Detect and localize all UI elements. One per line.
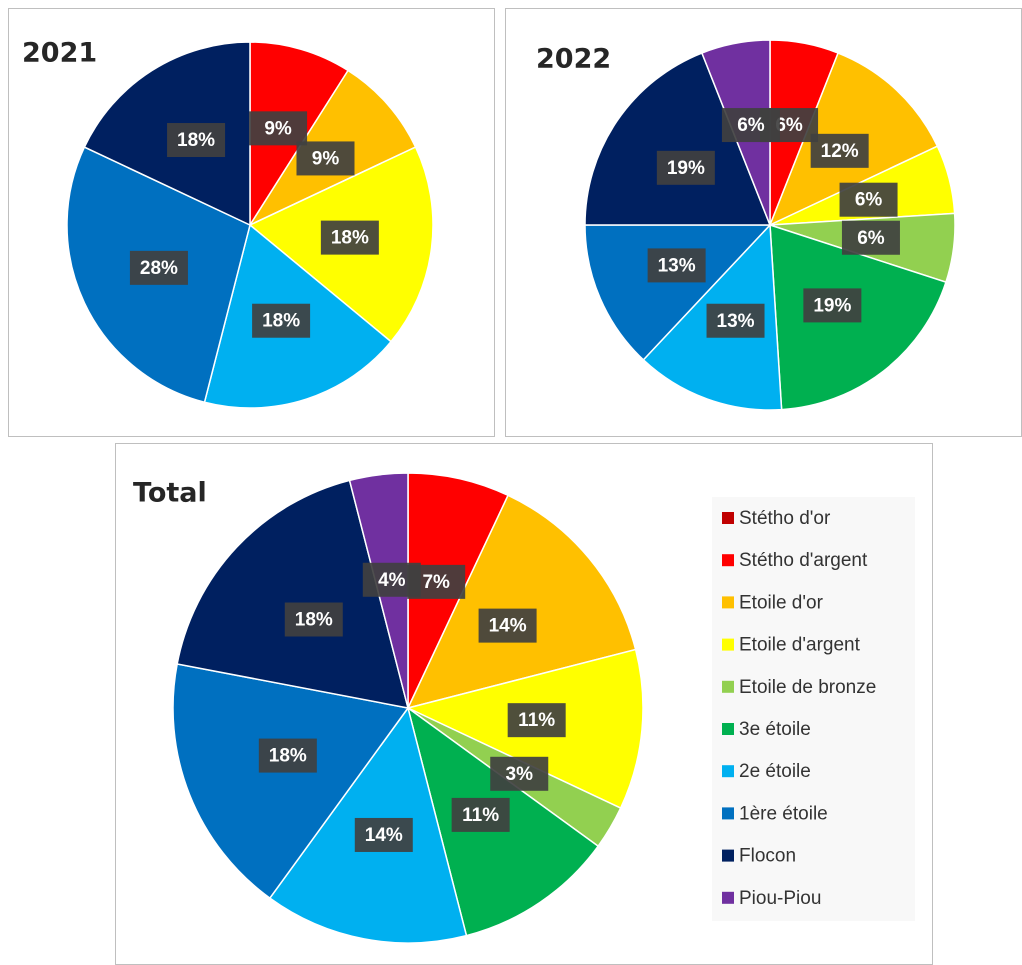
data-label: 6% [855,190,883,211]
legend-label: Stétho d'or [739,508,831,529]
pie-slice [176,479,410,709]
chart-title: Total [133,478,207,509]
data-label: 12% [821,141,859,162]
legend-swatch [722,723,734,735]
data-label-box [507,703,566,738]
legend-swatch [722,638,734,651]
legend-label: Etoile de bronze [739,677,876,698]
data-label-box [656,150,715,185]
data-label-box [249,111,308,146]
legend-swatch [722,554,734,567]
data-label: 11% [462,805,499,826]
data-label: 7% [422,572,450,593]
data-label: 14% [365,825,403,846]
data-label: 14% [489,616,527,637]
legend-swatch [722,807,734,820]
legend-box [712,497,915,921]
data-label: 9% [264,118,292,139]
legend-label: Stétho d'argent [739,550,868,571]
pie-slice [172,663,410,900]
data-label: 6% [775,115,803,136]
legend-label: 3e étoile [739,719,811,740]
data-label-box [841,220,900,255]
data-label-box [354,817,413,852]
pie-slice [406,494,637,710]
data-label: 4% [378,570,406,591]
data-label-box [839,182,898,217]
data-label-box [478,608,537,643]
data-label-box [320,220,379,255]
pie-slice [584,52,772,226]
data-label: 3% [506,764,534,785]
pie-slice [584,224,772,361]
data-label: 18% [331,228,369,249]
legend-label: Piou-Piou [739,888,821,909]
data-label-box [451,797,510,832]
data-label-box [362,562,421,597]
data-label-box [810,133,869,168]
chart-title: 2022 [536,44,611,75]
legend-swatch [722,596,734,609]
legend-swatch [722,849,734,862]
data-label-box [284,602,343,637]
legend-label: 1ère étoile [739,803,828,824]
data-label: 13% [717,311,755,332]
legend-swatch [722,680,734,693]
data-label-box [803,288,862,323]
data-label-box [490,756,549,791]
legend-swatch [722,512,734,524]
data-label-box [258,738,317,773]
data-label: 9% [312,148,340,169]
data-label-box [647,248,706,283]
legend-label: Etoile d'or [739,592,824,613]
data-label: 6% [857,228,885,249]
data-label: 13% [658,255,696,276]
data-label: 11% [518,710,555,731]
data-label-box [721,108,780,143]
legend-swatch [722,891,734,904]
data-label: 6% [737,115,765,136]
data-label: 19% [813,295,851,316]
legend-label: 2e étoile [739,761,811,782]
legend-swatch [722,765,734,778]
data-label-box [296,141,355,176]
data-label-box [167,123,226,158]
data-label: 18% [269,746,307,767]
data-label-box [129,250,188,285]
data-label: 18% [295,610,333,631]
data-label: 28% [140,258,178,279]
data-label: 18% [177,130,215,151]
data-label-box [252,303,311,338]
data-label: 19% [667,158,705,179]
legend-label: Etoile d'argent [739,635,861,656]
legend-label: Flocon [739,846,796,867]
data-label: 18% [262,311,300,332]
data-label-box [706,303,765,338]
chart-title: 2021 [22,38,97,69]
